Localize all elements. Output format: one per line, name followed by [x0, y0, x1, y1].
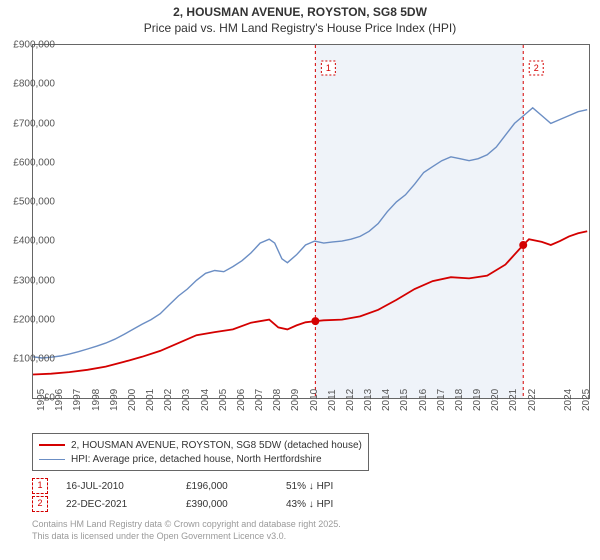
footer: Contains HM Land Registry data © Crown c…	[32, 519, 590, 542]
x-tick-label: 2022	[527, 389, 538, 411]
x-tick-label: 2012	[345, 389, 356, 411]
sale-marker-dot	[311, 317, 319, 325]
sale-row-delta: 43% ↓ HPI	[286, 499, 333, 510]
sale-marker-dot	[519, 241, 527, 249]
footer-line-1: Contains HM Land Registry data © Crown c…	[32, 519, 590, 531]
x-tick-label: 2021	[508, 389, 519, 411]
sale-row: 1 16-JUL-2010£196,00051% ↓ HPI	[32, 477, 590, 495]
x-tick-label: 2024	[563, 389, 574, 411]
chart-area: 12 £0£100,000£200,000£300,000£400,000£50…	[32, 44, 590, 399]
sale-row-delta: 51% ↓ HPI	[286, 481, 333, 492]
x-tick-label: 2019	[472, 389, 483, 411]
x-tick-label: 2003	[181, 389, 192, 411]
x-tick-label: 2005	[218, 389, 229, 411]
y-tick-label: £500,000	[7, 197, 55, 208]
legend-row: HPI: Average price, detached house, Nort…	[39, 452, 362, 466]
sale-row-marker: 1	[32, 478, 48, 494]
title-sub: Price paid vs. HM Land Registry's House …	[10, 21, 590, 37]
legend-swatch	[39, 444, 65, 446]
x-tick-label: 2017	[436, 389, 447, 411]
title-main: 2, HOUSMAN AVENUE, ROYSTON, SG8 5DW	[10, 5, 590, 21]
sale-row: 2 22-DEC-2021£390,00043% ↓ HPI	[32, 495, 590, 513]
sale-row-price: £390,000	[186, 499, 286, 510]
y-tick-label: £400,000	[7, 236, 55, 247]
x-tick-label: 1998	[91, 389, 102, 411]
x-tick-label: 2018	[454, 389, 465, 411]
x-tick-label: 2025	[581, 389, 592, 411]
x-tick-label: 2001	[145, 389, 156, 411]
sale-marker-number: 1	[326, 63, 331, 73]
x-tick-label: 2016	[418, 389, 429, 411]
sale-row-date: 16-JUL-2010	[66, 481, 186, 492]
chart-wrap: 12 £0£100,000£200,000£300,000£400,000£50…	[10, 40, 590, 425]
legend-label: HPI: Average price, detached house, Nort…	[71, 454, 322, 465]
x-tick-label: 2004	[200, 389, 211, 411]
x-tick-label: 2010	[309, 389, 320, 411]
x-tick-label: 2011	[327, 390, 338, 412]
x-tick-label: 2015	[399, 389, 410, 411]
sale-marker-number: 2	[534, 63, 539, 73]
x-tick-label: 2014	[381, 389, 392, 411]
x-tick-label: 1995	[36, 389, 47, 411]
y-tick-label: £300,000	[7, 275, 55, 286]
plot-svg: 12	[33, 45, 589, 398]
y-tick-label: £900,000	[7, 40, 55, 51]
chart-container: 2, HOUSMAN AVENUE, ROYSTON, SG8 5DW Pric…	[0, 0, 600, 560]
legend-row: 2, HOUSMAN AVENUE, ROYSTON, SG8 5DW (det…	[39, 438, 362, 452]
footer-line-2: This data is licensed under the Open Gov…	[32, 531, 590, 543]
sale-row-date: 22-DEC-2021	[66, 499, 186, 510]
sale-row-marker: 2	[32, 496, 48, 512]
y-tick-label: £100,000	[7, 353, 55, 364]
x-tick-label: 2006	[236, 389, 247, 411]
x-tick-label: 2007	[254, 389, 265, 411]
sales-block: 1 16-JUL-2010£196,00051% ↓ HPI 2 22-DEC-202…	[32, 477, 590, 513]
y-tick-label: £600,000	[7, 157, 55, 168]
x-tick-label: 2008	[272, 389, 283, 411]
y-tick-label: £700,000	[7, 118, 55, 129]
y-tick-label: £0	[7, 393, 55, 404]
y-tick-label: £800,000	[7, 79, 55, 90]
x-tick-label: 2020	[490, 389, 501, 411]
sale-row-price: £196,000	[186, 481, 286, 492]
y-tick-label: £200,000	[7, 314, 55, 325]
x-tick-label: 1996	[54, 389, 65, 411]
legend-label: 2, HOUSMAN AVENUE, ROYSTON, SG8 5DW (det…	[71, 440, 362, 451]
x-tick-label: 2013	[363, 389, 374, 411]
legend-box: 2, HOUSMAN AVENUE, ROYSTON, SG8 5DW (det…	[32, 433, 369, 471]
x-tick-label: 1997	[72, 389, 83, 411]
x-tick-label: 2000	[127, 389, 138, 411]
x-tick-label: 2002	[163, 389, 174, 411]
legend-swatch	[39, 459, 65, 460]
x-tick-label: 2009	[290, 389, 301, 411]
x-tick-label: 1999	[109, 389, 120, 411]
title-block: 2, HOUSMAN AVENUE, ROYSTON, SG8 5DW Pric…	[10, 5, 590, 36]
